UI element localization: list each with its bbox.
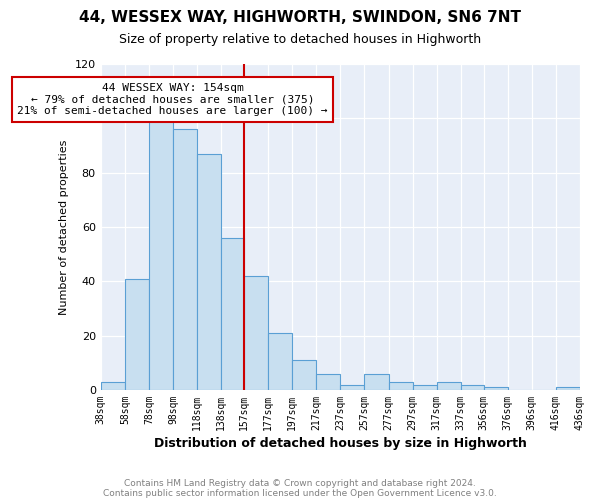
Bar <box>484 387 508 390</box>
Text: 44 WESSEX WAY: 154sqm
← 79% of detached houses are smaller (375)
21% of semi-det: 44 WESSEX WAY: 154sqm ← 79% of detached … <box>17 83 328 116</box>
Bar <box>149 118 173 390</box>
Bar <box>556 387 580 390</box>
Bar <box>221 238 244 390</box>
Bar <box>461 384 484 390</box>
Bar <box>125 278 149 390</box>
Bar <box>197 154 221 390</box>
Bar <box>389 382 413 390</box>
Bar <box>173 129 197 390</box>
Text: Size of property relative to detached houses in Highworth: Size of property relative to detached ho… <box>119 32 481 46</box>
Bar <box>364 374 389 390</box>
Text: 44, WESSEX WAY, HIGHWORTH, SWINDON, SN6 7NT: 44, WESSEX WAY, HIGHWORTH, SWINDON, SN6 … <box>79 10 521 25</box>
Bar <box>340 384 364 390</box>
Text: Contains HM Land Registry data © Crown copyright and database right 2024.: Contains HM Land Registry data © Crown c… <box>124 478 476 488</box>
Bar <box>413 384 437 390</box>
Y-axis label: Number of detached properties: Number of detached properties <box>59 140 69 314</box>
X-axis label: Distribution of detached houses by size in Highworth: Distribution of detached houses by size … <box>154 437 527 450</box>
Bar <box>437 382 461 390</box>
Text: Contains public sector information licensed under the Open Government Licence v3: Contains public sector information licen… <box>103 488 497 498</box>
Bar <box>268 333 292 390</box>
Bar <box>316 374 340 390</box>
Bar <box>244 276 268 390</box>
Bar <box>101 382 125 390</box>
Bar <box>292 360 316 390</box>
